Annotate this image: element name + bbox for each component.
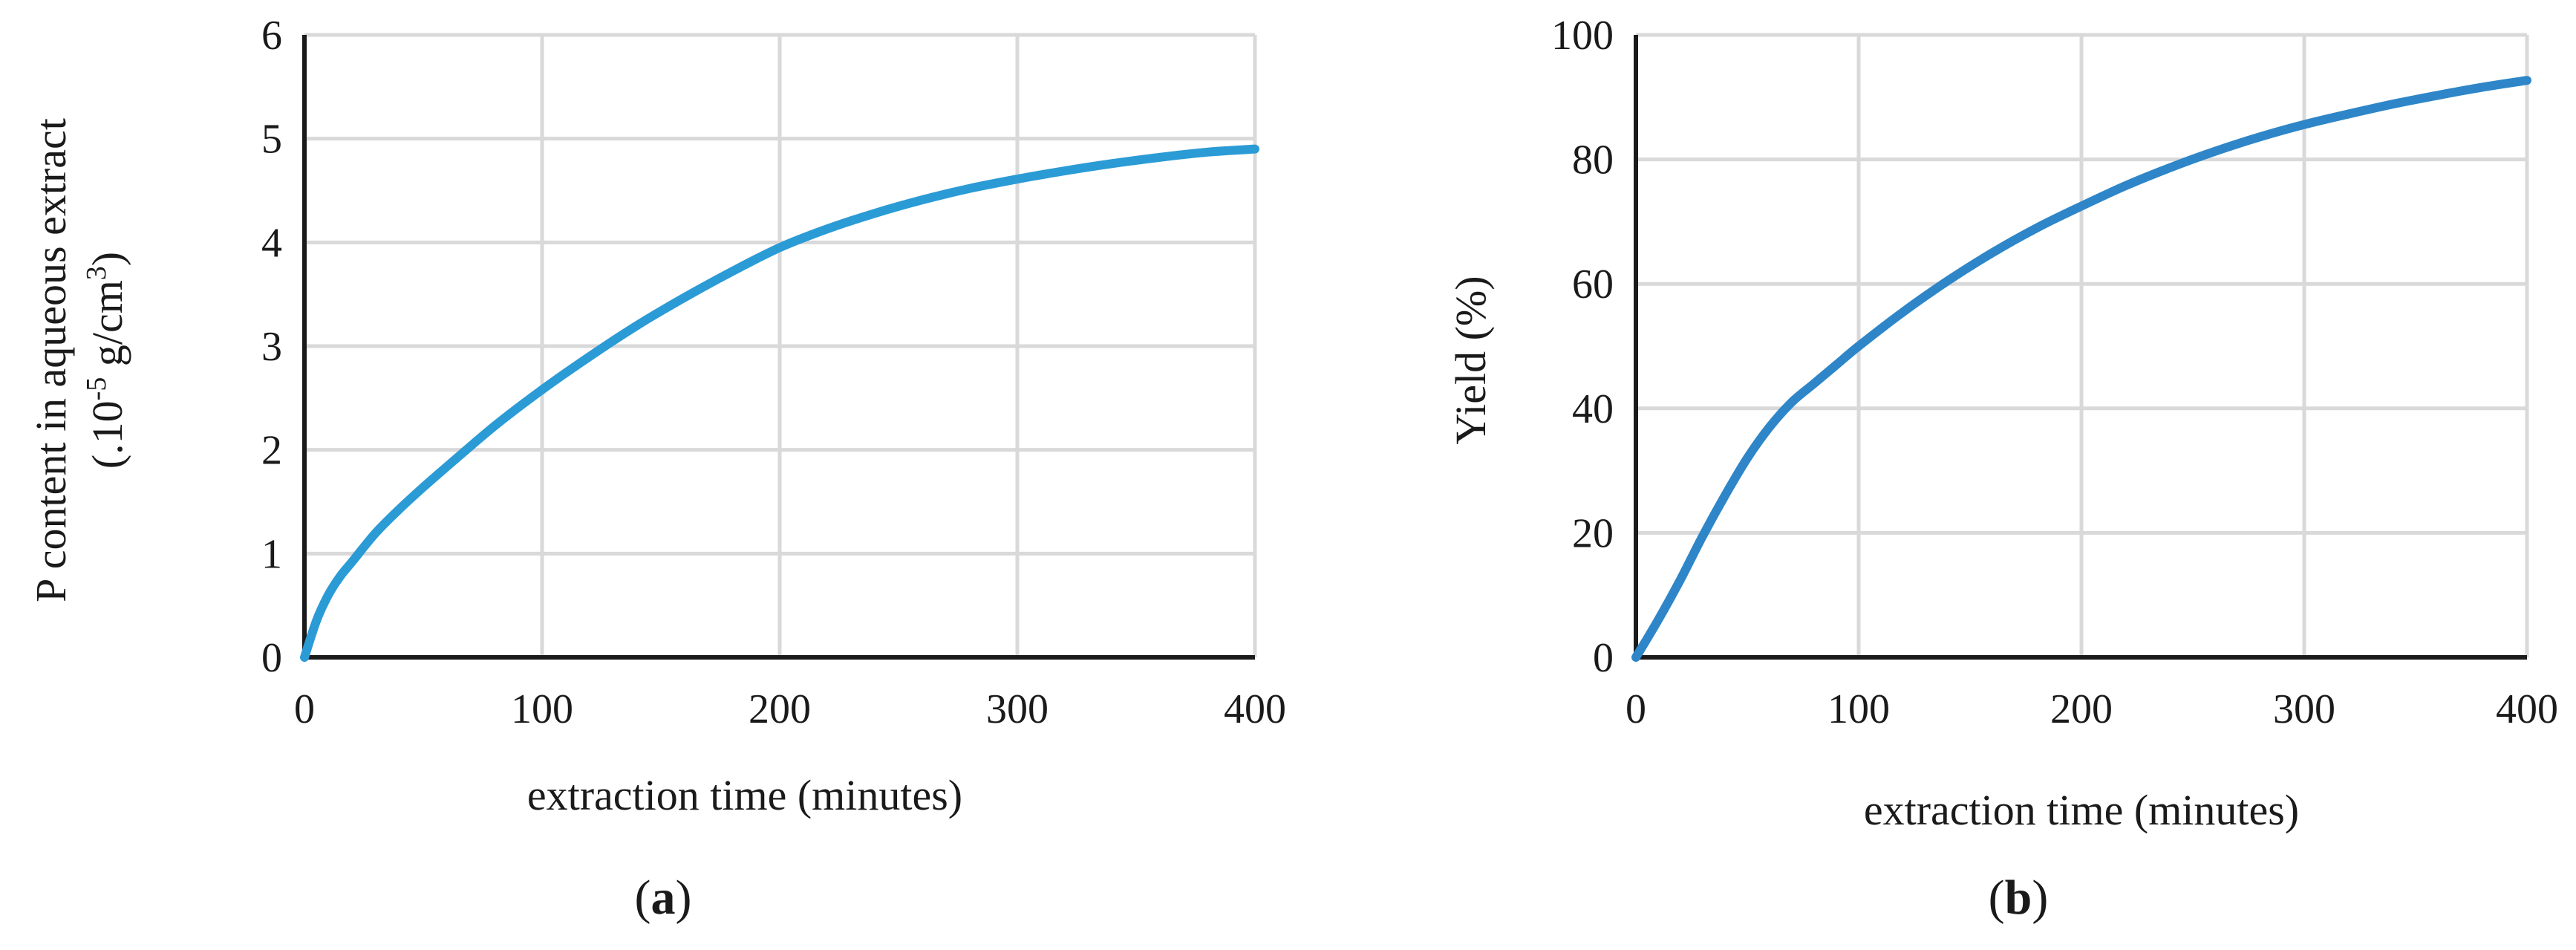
chart-a-series (300, 144, 1259, 662)
chart-a-y-tick-3: 3 (261, 324, 282, 370)
chart-b-y-tick-2: 40 (1572, 386, 1614, 432)
chart-b-x-axis-title: extraction time (minutes) (1864, 786, 2299, 834)
chart-b-y-tick-5: 100 (1551, 13, 1614, 59)
chart-a-y-tick-labels: 0 1 2 3 4 5 6 (261, 13, 282, 681)
chart-a-x-axis-title: extraction time (minutes) (527, 771, 962, 819)
chart-a-x-tick-1: 100 (511, 686, 573, 732)
chart-b-y-tick-3: 60 (1572, 261, 1614, 308)
chart-a-panel-label-letter: a (651, 871, 676, 925)
chart-a-panel-label: (a) (635, 871, 692, 925)
chart-a-y-tick-2: 2 (261, 428, 282, 474)
chart-b-series (1631, 76, 2531, 662)
chart-b-y-axis-title: Yield (%) (1447, 276, 1495, 444)
chart-a-y-axis-title-line2-sup2: 3 (81, 266, 112, 280)
chart-a-y-axis-title-line1: P content in aqueous extract (27, 118, 75, 602)
chart-b-gridlines (1636, 33, 2529, 657)
chart-b-y-tick-0: 0 (1593, 635, 1614, 681)
chart-a-y-tick-6: 6 (261, 13, 282, 59)
chart-b-axes (1634, 35, 2527, 660)
chart-a-y-tick-1: 1 (261, 531, 282, 577)
chart-a-panel-label-prefix: ( (635, 871, 651, 925)
chart-b-y-tick-4: 80 (1572, 137, 1614, 183)
chart-b-x-tick-3: 300 (2273, 686, 2335, 732)
chart-b-panel-label-letter: b (2005, 871, 2032, 925)
chart-b-y-tick-1: 20 (1572, 510, 1614, 556)
chart-a-y-axis-title-line2-after: ) (83, 252, 131, 266)
chart-a-y-axis-title-line2-before: (.10 (83, 400, 131, 469)
chart-a-y-axis-title-line2-middle: g/cm (83, 280, 131, 377)
chart-a-y-tick-4: 4 (261, 220, 282, 266)
chart-b-x-tick-labels: 0 100 200 300 400 (1626, 686, 2558, 732)
chart-a-series-line-0 (300, 144, 1259, 662)
chart-b-series-line-0 (1631, 76, 2531, 662)
chart-a-axes (302, 35, 1255, 660)
chart-a-x-tick-3: 300 (986, 686, 1049, 732)
chart-b-x-tick-2: 200 (2050, 686, 2113, 732)
chart-b-x-tick-0: 0 (1626, 686, 1646, 732)
chart-a-x-tick-2: 200 (749, 686, 811, 732)
chart-a-y-tick-5: 5 (261, 117, 282, 163)
chart-a-panel-label-suffix: ) (676, 871, 692, 925)
chart-a-y-axis-title: P content in aqueous extract (.10-5 g/cm… (27, 118, 131, 602)
chart-a-y-tick-0: 0 (261, 635, 282, 681)
chart-b-panel-label: (b) (1989, 871, 2049, 925)
chart-panel-a: 0 1 2 3 4 5 6 0 100 200 300 400 extraction time (m… (27, 13, 1286, 925)
chart-b-panel-label-suffix: ) (2032, 871, 2048, 925)
chart-b-x-tick-4: 400 (2496, 686, 2558, 732)
chart-b-panel-label-prefix: ( (1989, 871, 2005, 925)
chart-b-x-tick-1: 100 (1827, 686, 1890, 732)
chart-b-y-tick-labels: 0 20 40 60 80 100 (1551, 13, 1614, 681)
chart-a-x-tick-0: 0 (294, 686, 315, 732)
chart-a-gridlines (304, 33, 1257, 657)
chart-a-y-axis-title-line2: (.10-5 g/cm3) (81, 252, 131, 469)
chart-a-x-tick-4: 400 (1224, 686, 1286, 732)
chart-panel-b: 0 20 40 60 80 100 0 100 200 300 400 extraction ti… (1447, 13, 2558, 925)
chart-a-y-axis-title-line2-sup1: -5 (81, 377, 112, 401)
chart-a-x-tick-labels: 0 100 200 300 400 (294, 686, 1286, 732)
